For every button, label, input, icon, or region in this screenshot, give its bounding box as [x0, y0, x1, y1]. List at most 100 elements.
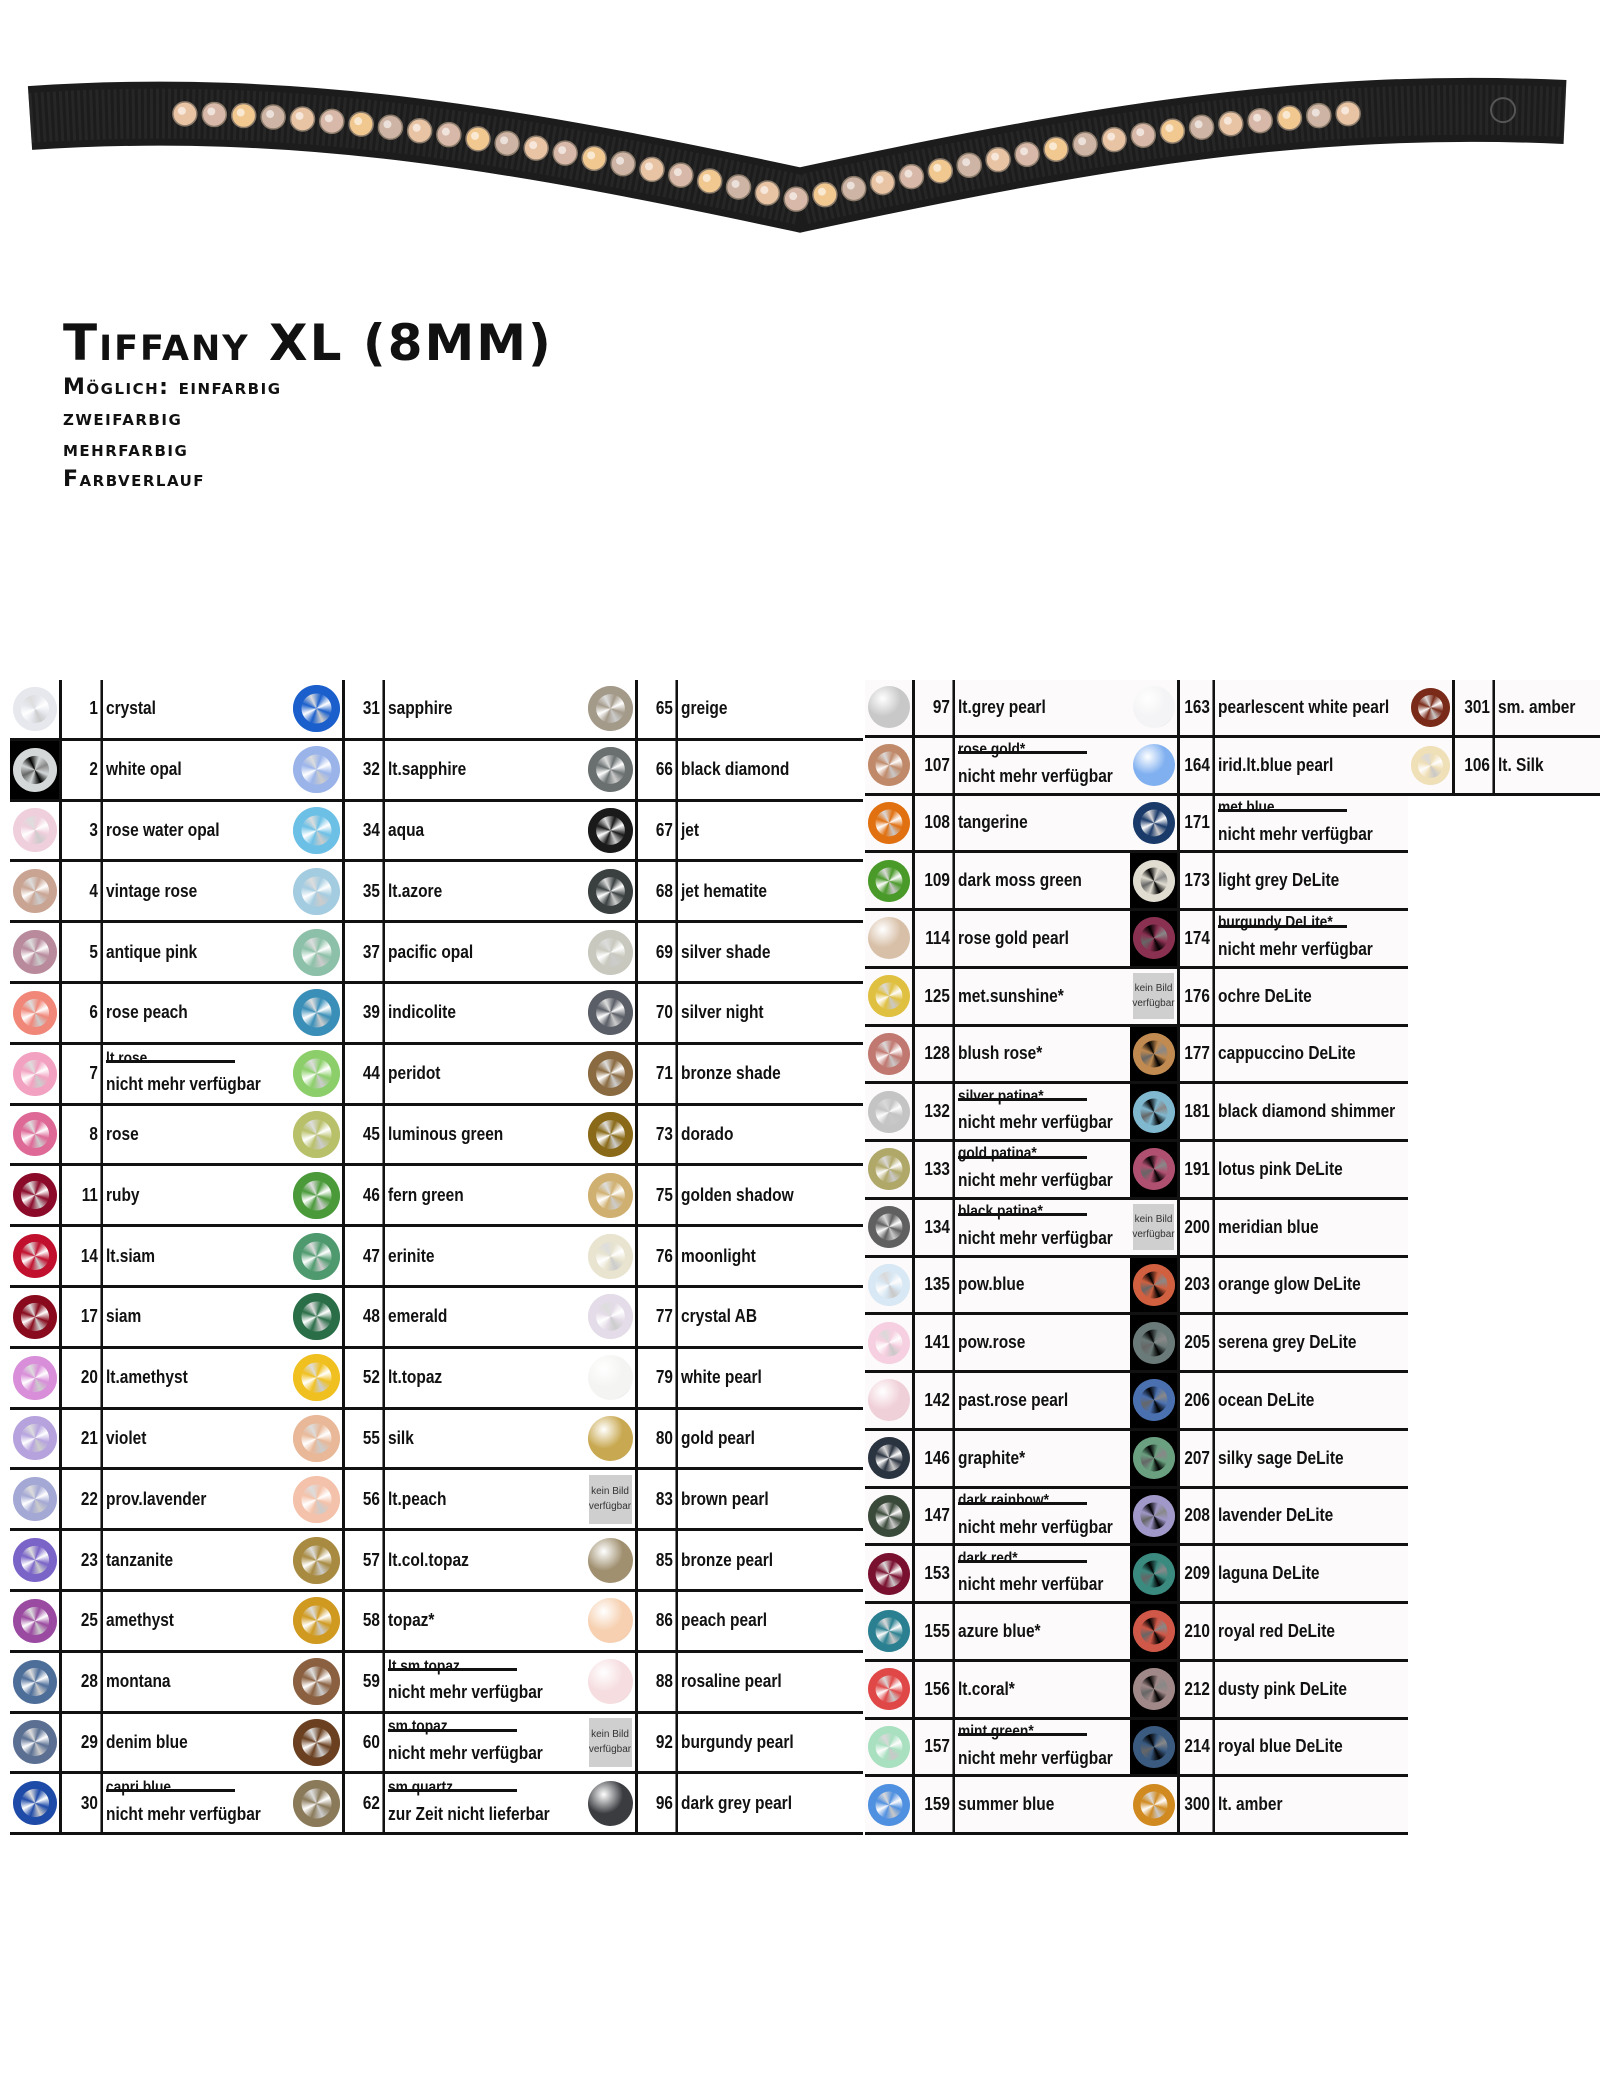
- color-row: 32 lt.sapphire: [290, 740, 585, 802]
- swatch: [585, 984, 638, 1042]
- color-number: 208: [1184, 1488, 1215, 1544]
- no-image-placeholder: kein Bild verfügbar: [588, 1718, 632, 1767]
- pearl-icon: [867, 1379, 910, 1422]
- crystal-icon: [12, 1538, 57, 1583]
- pearl-icon: [867, 917, 910, 960]
- color-row: 67 jet: [585, 801, 863, 863]
- color-row: 135 pow.blue: [865, 1257, 1130, 1316]
- color-number: 191: [1184, 1142, 1215, 1197]
- color-row: 7 lt.rose nicht mehr verfügbar: [10, 1044, 290, 1106]
- color-name-cell: dark grey pearl: [678, 1774, 863, 1832]
- color-row: 21 violet: [10, 1409, 290, 1471]
- color-number: 62: [351, 1774, 385, 1833]
- crystal-icon: [377, 114, 404, 141]
- swatch: [290, 1409, 345, 1468]
- crystal-icon: [465, 126, 491, 152]
- swatch: [290, 1288, 345, 1346]
- color-name-cell: royal blue DeLite: [1215, 1720, 1408, 1775]
- swatch: [1130, 1661, 1180, 1717]
- color-number: 2: [68, 740, 103, 799]
- availability-note: nicht mehr verfügbar: [958, 1747, 1113, 1768]
- color-row: 107 rose gold* nicht mehr verfügbar: [865, 737, 1130, 796]
- color-name-cell: denim blue: [103, 1714, 290, 1772]
- swatch: [865, 911, 915, 966]
- color-name-cell: white pearl: [678, 1349, 863, 1407]
- color-name: dusty pink DeLite: [1218, 1678, 1348, 1699]
- color-number: 71: [644, 1044, 678, 1103]
- no-image-text: verfügbar: [588, 1501, 632, 1513]
- color-row: 66 black diamond: [585, 740, 863, 802]
- pearl-icon: [1132, 686, 1175, 729]
- crystal-icon: [1132, 1321, 1175, 1364]
- color-number: 200: [1184, 1199, 1215, 1255]
- color-number: 58: [351, 1592, 385, 1650]
- color-name-cell: cappuccino DeLite: [1215, 1027, 1408, 1082]
- color-name: white pearl: [681, 1367, 762, 1388]
- swatch: [10, 1105, 62, 1164]
- swatch: [585, 1774, 638, 1833]
- color-name-cell: dusty pink DeLite: [1215, 1662, 1408, 1717]
- crystal-icon: [1132, 859, 1175, 902]
- crystal-icon: [587, 1294, 633, 1340]
- pearl-icon: [587, 1355, 633, 1401]
- color-row: 114 rose gold pearl: [865, 911, 1130, 969]
- color-name-cell: lt.amethyst: [103, 1349, 290, 1407]
- color-name-cell: white opal: [103, 741, 290, 799]
- swatch: [585, 1166, 638, 1225]
- color-row: 108 tangerine: [865, 795, 1130, 854]
- swatch: [290, 1166, 345, 1225]
- color-name-cell: dark red* nicht mehr verfübar: [955, 1546, 1130, 1601]
- color-name-cell: irid.lt.blue pearl: [1215, 738, 1408, 793]
- no-image-text: verfügbar: [588, 1744, 632, 1756]
- crystal-icon: [12, 1659, 57, 1704]
- swatch: [865, 1430, 915, 1486]
- crystal-icon: [1247, 107, 1273, 134]
- color-row: 70 silver night: [585, 984, 863, 1045]
- crystal-icon: [12, 1477, 57, 1522]
- color-number: 301: [1461, 680, 1495, 735]
- swatch: [1130, 1488, 1180, 1544]
- crystal-icon: [1410, 745, 1450, 785]
- color-name-cell: sm. amber: [1495, 680, 1600, 735]
- color-number: 25: [68, 1592, 103, 1650]
- color-name-cell: lt.coral*: [955, 1662, 1130, 1717]
- color-name: moonlight: [681, 1245, 756, 1266]
- color-row: 207 silky sage DeLite: [1130, 1430, 1408, 1489]
- swatch: [10, 1652, 62, 1711]
- swatch: [1130, 1604, 1180, 1659]
- color-name-cell: serena grey DeLite: [1215, 1315, 1408, 1370]
- color-name-cell: bronze pearl: [678, 1531, 863, 1589]
- swatch: [10, 984, 62, 1042]
- color-name: silk: [388, 1427, 414, 1448]
- color-number: 4: [68, 862, 103, 921]
- swatch: [290, 1470, 345, 1529]
- color-name: emerald: [388, 1306, 448, 1327]
- color-name-cell: peach pearl: [678, 1592, 863, 1650]
- color-row: 30 capri blue nicht mehr verfügbar: [10, 1774, 290, 1836]
- color-name-cell: pacific opal: [385, 923, 585, 981]
- color-number: 97: [921, 680, 955, 735]
- no-image-text: kein Bild: [591, 1486, 629, 1498]
- color-name-cell: lt.siam: [103, 1227, 290, 1285]
- crystal-icon: [867, 744, 910, 787]
- crystal-icon: [1335, 100, 1361, 127]
- color-row: 17 siam: [10, 1288, 290, 1349]
- color-name-cell: dorado: [678, 1106, 863, 1164]
- color-name: silky sage DeLite: [1218, 1447, 1344, 1468]
- crystal-icon: [867, 1090, 910, 1133]
- color-name-cell: prov.lavender: [103, 1470, 290, 1528]
- color-row: 29 denim blue: [10, 1713, 290, 1775]
- color-number: 146: [921, 1430, 955, 1486]
- color-name: dark grey pearl: [681, 1792, 793, 1813]
- crystal-icon: [1132, 1668, 1175, 1711]
- crystal-icon: [12, 1051, 57, 1096]
- color-name-cell: ochre DeLite: [1215, 969, 1408, 1024]
- color-row: 142 past.rose pearl: [865, 1373, 1130, 1431]
- color-number: 14: [68, 1227, 103, 1285]
- availability-note: nicht mehr verfügbar: [388, 1743, 543, 1764]
- swatch: [865, 1373, 915, 1428]
- crystal-icon: [898, 163, 925, 190]
- subtitle-line: Möglich: einfarbig: [63, 375, 282, 400]
- color-name: lt.azore: [388, 880, 443, 901]
- availability-note: nicht mehr verfügbar: [1218, 823, 1373, 844]
